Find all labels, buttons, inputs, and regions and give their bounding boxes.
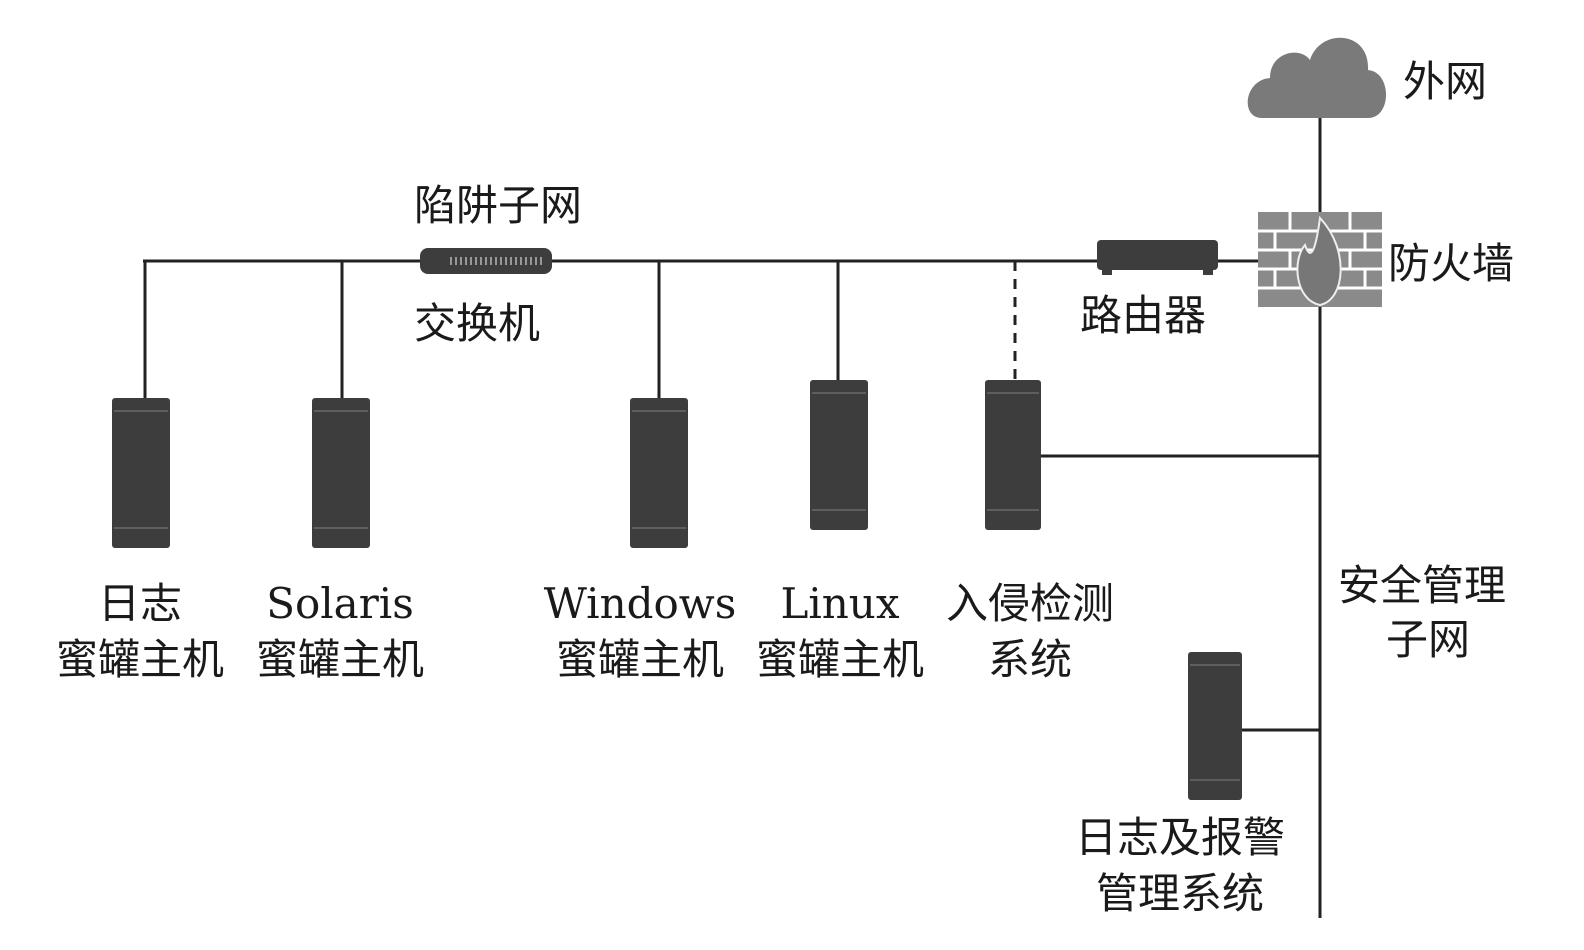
router-icon [1097, 240, 1218, 275]
switch-icon [420, 248, 552, 274]
log-alarm-label-2: 管理系统 [1095, 869, 1264, 918]
server-icon-log-honeypot [112, 398, 170, 548]
host-label-solaris-1: Solaris [266, 579, 414, 628]
host-label-linux-1: Linux [780, 579, 900, 628]
server-icon-windows-honeypot [630, 398, 688, 548]
host-label-log-1: 日志 [97, 579, 182, 628]
server-icon-linux-honeypot [810, 380, 868, 530]
host-label-windows-2: 蜜罐主机 [555, 635, 724, 684]
cloud-icon [1247, 37, 1386, 118]
host-label-solaris-2: 蜜罐主机 [255, 635, 424, 684]
server-icon-log-alarm [1188, 652, 1242, 800]
router-label: 路由器 [1080, 291, 1207, 340]
server-icon-solaris-honeypot [312, 398, 370, 548]
security-subnet-label-1: 安全管理 [1338, 561, 1507, 610]
firewall-label: 防火墙 [1388, 239, 1515, 288]
log-alarm-label-1: 日志及报警 [1074, 813, 1285, 862]
host-label-ids-2: 系统 [987, 635, 1072, 684]
server-icon-ids [985, 380, 1041, 530]
host-label-windows-1: Windows [543, 579, 737, 628]
host-label-log-2: 蜜罐主机 [55, 635, 224, 684]
host-label-linux-2: 蜜罐主机 [755, 635, 924, 684]
firewall-icon [1258, 212, 1382, 307]
internet-label: 外网 [1403, 57, 1488, 106]
trap-subnet-label: 陷阱子网 [414, 181, 583, 230]
host-label-ids-1: 入侵检测 [945, 579, 1114, 628]
switch-label: 交换机 [414, 299, 541, 348]
security-subnet-label-2: 子网 [1385, 615, 1470, 664]
